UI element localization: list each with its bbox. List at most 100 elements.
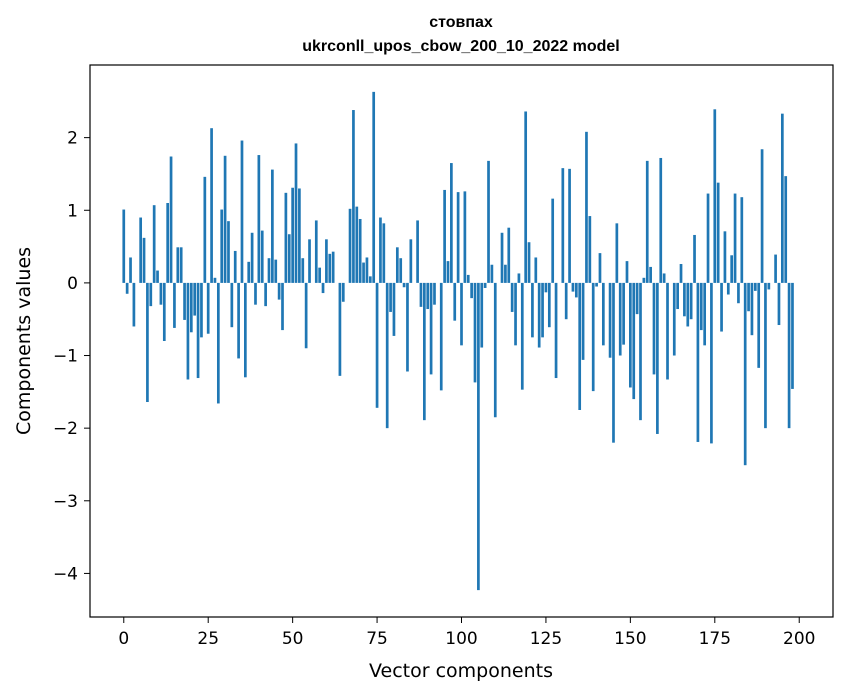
bar-81 (395, 247, 399, 283)
bar-138 (588, 216, 592, 283)
bar-186 (750, 282, 754, 336)
bar-28 (216, 282, 220, 404)
bar-114 (507, 227, 511, 283)
bar-82 (399, 258, 403, 283)
bar-117 (517, 273, 521, 283)
x-tick-label: 25 (197, 629, 219, 649)
bar-184 (743, 282, 747, 466)
bar-109 (490, 264, 494, 283)
bar-34 (237, 282, 240, 359)
bar-169 (693, 234, 696, 283)
bar-119 (524, 111, 528, 283)
plot-frame (89, 64, 834, 618)
bar-115 (510, 282, 514, 312)
bar-150 (629, 282, 632, 388)
bar-11 (159, 282, 163, 305)
bar-116 (514, 282, 517, 346)
bar-161 (666, 282, 669, 380)
bar-157 (652, 282, 656, 375)
bar-152 (635, 282, 639, 315)
bar-180 (730, 255, 734, 283)
bar-10 (156, 270, 159, 283)
bar-181 (733, 193, 737, 283)
bar-38 (250, 232, 254, 283)
bar-189 (760, 149, 764, 283)
bar-23 (200, 282, 203, 338)
bar-16 (176, 247, 180, 283)
bar-151 (632, 282, 636, 400)
bar-113 (504, 264, 507, 283)
bar-190 (764, 282, 767, 429)
bar-153 (639, 282, 642, 421)
y-tick-label: −4 (53, 564, 78, 584)
bar-7 (146, 282, 149, 403)
bar-2 (129, 257, 132, 283)
bar-130 (561, 168, 565, 283)
bar-65 (341, 282, 345, 302)
bar-107 (483, 282, 487, 288)
bar-25 (206, 282, 210, 334)
bar-163 (672, 282, 676, 356)
bar-24 (203, 176, 207, 283)
bar-76 (379, 217, 382, 283)
bar-46 (277, 282, 281, 300)
bar-177 (720, 282, 723, 332)
bar-19 (186, 282, 190, 380)
bar-149 (625, 261, 629, 283)
bar-101 (463, 191, 467, 283)
bar-6 (142, 237, 146, 283)
x-tick-label: 175 (699, 629, 731, 649)
bar-144 (608, 282, 612, 358)
bar-33 (233, 250, 237, 283)
y-tick-label: 0 (67, 274, 78, 294)
bar-57 (314, 220, 318, 283)
bar-123 (537, 282, 541, 348)
bar-178 (723, 231, 727, 283)
bar-126 (547, 282, 551, 328)
bar-174 (710, 282, 713, 444)
bar-54 (304, 282, 308, 349)
bar-45 (274, 259, 278, 283)
bar-191 (767, 282, 771, 290)
bar-77 (382, 223, 386, 283)
y-tick-label: −1 (53, 347, 78, 367)
bar-193 (774, 254, 777, 283)
bar-9 (152, 205, 156, 283)
bar-39 (254, 282, 257, 305)
bar-121 (531, 282, 534, 338)
bar-50 (291, 187, 294, 283)
bar-60 (325, 239, 328, 283)
bar-173 (706, 193, 710, 283)
bar-42 (264, 282, 267, 307)
bar-147 (618, 282, 622, 356)
bar-49 (287, 234, 291, 283)
bar-160 (662, 273, 666, 283)
bar-79 (389, 282, 392, 312)
bar-31 (227, 221, 230, 283)
bar-171 (699, 282, 703, 331)
x-axis-ticks: 0 25 50 75 100 125 150 175 200 (118, 617, 815, 649)
bar-0 (122, 209, 126, 283)
x-tick-label: 100 (445, 629, 477, 649)
bar-47 (281, 282, 284, 331)
bar-44 (271, 169, 274, 283)
bar-187 (753, 282, 757, 291)
y-tick-label: −2 (53, 419, 78, 439)
bar-98 (453, 282, 457, 321)
bar-12 (162, 282, 166, 341)
bar-108 (487, 160, 490, 283)
bar-125 (544, 282, 548, 293)
bar-165 (679, 264, 683, 283)
bar-198 (791, 282, 794, 389)
bar-132 (568, 168, 571, 283)
bar-55 (308, 239, 311, 283)
bar-175 (713, 109, 717, 283)
bar-139 (591, 282, 595, 392)
bar-53 (301, 258, 305, 283)
bar-159 (659, 157, 663, 283)
x-tick-label: 200 (783, 629, 815, 649)
bar-13 (166, 203, 170, 283)
bar-27 (213, 277, 217, 283)
bar-64 (338, 282, 342, 376)
